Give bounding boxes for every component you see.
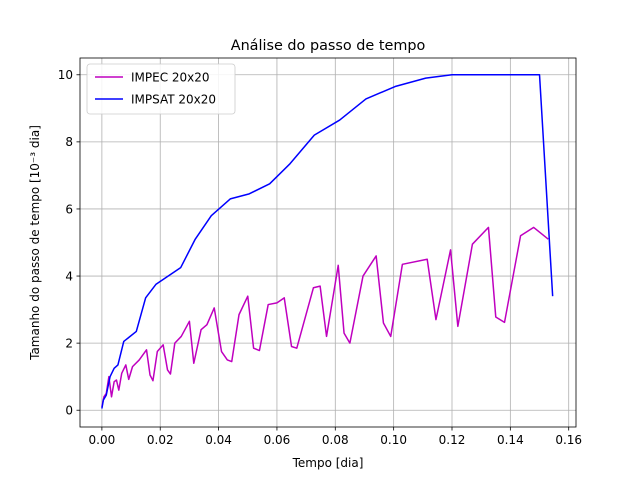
- x-tick-label: 0.06: [264, 433, 291, 447]
- legend-label-0: IMPEC 20x20: [131, 70, 210, 84]
- y-axis-label: Tamanho do passo de tempo [10⁻³ dia]: [28, 125, 42, 361]
- x-tick-label: 0.12: [439, 433, 466, 447]
- chart-title: Análise do passo de tempo: [231, 38, 426, 54]
- y-tick-label: 2: [65, 336, 73, 350]
- x-tick-label: 0.10: [380, 433, 407, 447]
- y-tick-label: 6: [65, 202, 73, 216]
- x-tick-label: 0.02: [147, 433, 174, 447]
- series-line-1: [101, 74, 554, 409]
- legend-label-1: IMPSAT 20x20: [131, 92, 216, 106]
- axis-ticks: 0.00 0.02 0.04 0.06 0.08 0.10 0.12 0.14 0.16 0 2 4 6…: [58, 68, 582, 447]
- plot-frame: [79, 57, 577, 428]
- y-tick-label: 10: [58, 68, 73, 82]
- plot-series: [101, 74, 554, 409]
- x-axis-label: Tempo [dia]: [292, 456, 364, 470]
- y-tick-label: 4: [65, 269, 73, 283]
- series-line-0: [101, 226, 549, 408]
- grid-lines: [80, 58, 576, 427]
- x-tick-label: 0.04: [205, 433, 232, 447]
- legend: IMPEC 20x20 IMPSAT 20x20: [86, 63, 236, 115]
- legend-box: [86, 63, 236, 115]
- x-tick-label: 0.08: [322, 433, 349, 447]
- y-tick-label: 8: [65, 135, 73, 149]
- x-tick-label: 0.16: [555, 433, 582, 447]
- x-tick-label: 0.14: [497, 433, 524, 447]
- x-tick-label: 0.00: [89, 433, 116, 447]
- y-tick-label: 0: [65, 404, 73, 418]
